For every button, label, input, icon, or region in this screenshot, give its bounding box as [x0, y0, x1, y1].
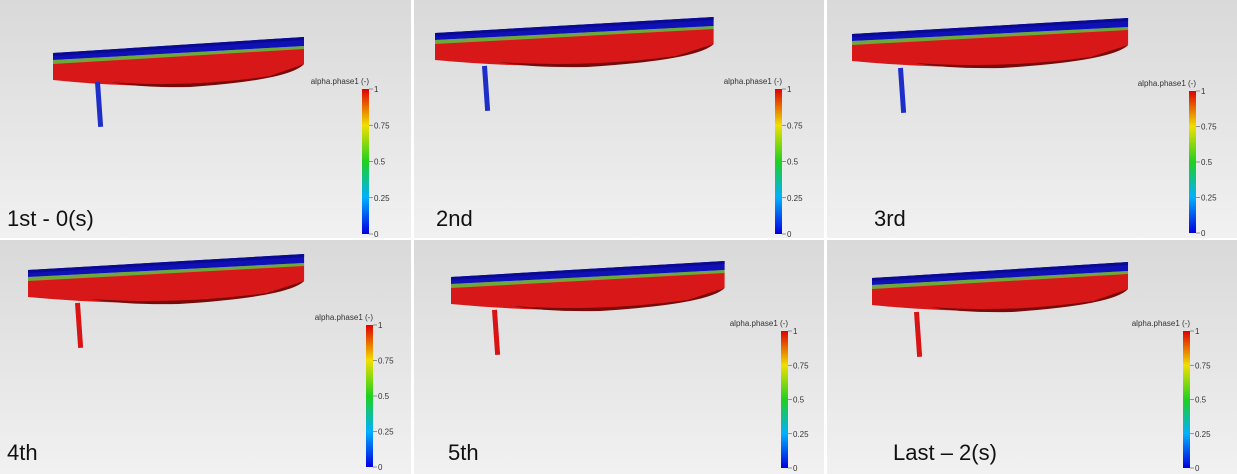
vessel-deck — [451, 261, 725, 280]
panel: alpha.phase1 (-) 1 0.75 0.5 0.25 0 Last – 2(s) — [827, 240, 1237, 474]
legend-tick-label: 1 — [374, 85, 379, 94]
legend-tick-label: 0.5 — [1195, 396, 1207, 405]
vessel-body — [435, 28, 714, 67]
legend-title: alpha.phase1 (-) — [1132, 319, 1191, 328]
vessel-shadow — [110, 64, 304, 88]
panel-label: 4th — [7, 440, 38, 465]
legend-tick-label: 1 — [1195, 327, 1200, 336]
vessel-shadow — [513, 288, 725, 312]
legend-tick-label: 0 — [1201, 229, 1206, 238]
panel-render: alpha.phase1 (-) 1 0.75 0.5 0.25 0 3rd — [852, 18, 1217, 238]
water-line — [451, 270, 725, 288]
legend-tick-label: 0.25 — [787, 194, 803, 203]
vessel — [435, 17, 714, 68]
legend-tick-label: 0.5 — [787, 158, 799, 167]
legend-tick-label: 0.75 — [374, 121, 390, 130]
legend-tick-label: 0 — [378, 463, 383, 472]
legend-tick-label: 0.75 — [793, 361, 809, 370]
pipe — [482, 65, 491, 112]
legend-tick-label: 0.25 — [793, 430, 809, 439]
panel-label: 5th — [448, 440, 479, 465]
vessel-body — [53, 48, 304, 87]
legend-title: alpha.phase1 (-) — [1138, 79, 1197, 88]
vessel — [53, 37, 304, 88]
legend-tick-label: 0.5 — [374, 158, 386, 167]
panel-label: 2nd — [436, 206, 473, 231]
legend-tick-label: 0.25 — [374, 194, 390, 203]
panel: alpha.phase1 (-) 1 0.75 0.5 0.25 0 2nd — [414, 0, 824, 238]
legend-tick-label: 0.75 — [1195, 361, 1211, 370]
vessel-deck — [27, 254, 305, 273]
water-line — [435, 26, 714, 44]
legend-tick-label: 0 — [787, 230, 792, 238]
vessel-deck — [435, 17, 714, 36]
water-line — [53, 46, 304, 64]
legend-tick-label: 0.25 — [378, 428, 394, 437]
legend-title: alpha.phase1 (-) — [730, 319, 789, 328]
vessel-body — [872, 273, 1129, 312]
pipe — [898, 67, 907, 114]
vessel-body — [27, 265, 305, 304]
legend-tick-label: 0 — [1195, 464, 1200, 473]
color-bar — [1189, 91, 1196, 233]
legend-tick-label: 1 — [378, 321, 383, 330]
water-line — [852, 27, 1129, 45]
legend-title: alpha.phase1 (-) — [311, 77, 370, 86]
legend-tick-label: 1 — [1201, 87, 1206, 96]
legend-tick-label: 0.5 — [793, 396, 805, 405]
panel-render: alpha.phase1 (-) 1 0.75 0.5 0.25 0 1st - 0(s) — [7, 37, 390, 238]
vessel-shadow — [930, 289, 1129, 313]
pipe — [914, 311, 923, 358]
color-bar — [366, 325, 373, 467]
vessel-deck — [53, 37, 304, 56]
legend-tick-label: 0.25 — [1201, 194, 1217, 203]
legend-title: alpha.phase1 (-) — [724, 77, 783, 86]
vessel-shadow — [498, 44, 714, 68]
color-bar — [362, 89, 369, 234]
panel-render: alpha.phase1 (-) 1 0.75 0.5 0.25 0 2nd — [435, 17, 803, 238]
color-bar — [775, 89, 782, 234]
panel-render: alpha.phase1 (-) 1 0.75 0.5 0.25 0 4th — [7, 254, 394, 472]
legend-tick-label: 1 — [787, 85, 792, 94]
panel: alpha.phase1 (-) 1 0.75 0.5 0.25 0 4th — [0, 240, 411, 474]
water-line — [27, 263, 305, 281]
vessel — [852, 18, 1129, 69]
panel: alpha.phase1 (-) 1 0.75 0.5 0.25 0 1st - 0(s) — [0, 0, 411, 238]
legend-tick-label: 0.5 — [1201, 158, 1213, 167]
pipe — [75, 302, 84, 349]
legend-tick-label: 0 — [793, 464, 798, 473]
panel-render: alpha.phase1 (-) 1 0.75 0.5 0.25 0 Last – 2(s) — [872, 262, 1211, 473]
legend-tick-label: 0.75 — [787, 121, 803, 130]
panel: alpha.phase1 (-) 1 0.75 0.5 0.25 0 3rd — [827, 0, 1237, 238]
panel-label: Last – 2(s) — [893, 440, 997, 465]
color-bar — [781, 331, 788, 468]
legend-tick-label: 1 — [793, 327, 798, 336]
color-bar — [1183, 331, 1190, 468]
vessel-shadow — [90, 281, 305, 305]
vessel-deck — [852, 18, 1129, 37]
legend-title: alpha.phase1 (-) — [315, 313, 374, 322]
panel-label: 1st - 0(s) — [7, 206, 94, 231]
panel-label: 3rd — [874, 206, 906, 231]
vessel — [27, 254, 305, 305]
legend-tick-label: 0 — [374, 230, 379, 238]
pipe — [492, 309, 501, 356]
vessel — [872, 262, 1129, 313]
panel: alpha.phase1 (-) 1 0.75 0.5 0.25 0 5th — [414, 240, 824, 474]
legend-tick-label: 0.75 — [378, 357, 394, 366]
legend-tick-label: 0.5 — [378, 392, 390, 401]
vessel-deck — [872, 262, 1129, 281]
pipe — [95, 81, 104, 128]
legend-tick-label: 0.25 — [1195, 430, 1211, 439]
water-line — [872, 271, 1129, 289]
vessel-body — [852, 29, 1129, 68]
legend-tick-label: 0.75 — [1201, 123, 1217, 132]
vessel-body — [451, 272, 725, 311]
vessel — [451, 261, 725, 312]
vessel-shadow — [914, 45, 1129, 69]
panel-render: alpha.phase1 (-) 1 0.75 0.5 0.25 0 5th — [448, 261, 809, 473]
